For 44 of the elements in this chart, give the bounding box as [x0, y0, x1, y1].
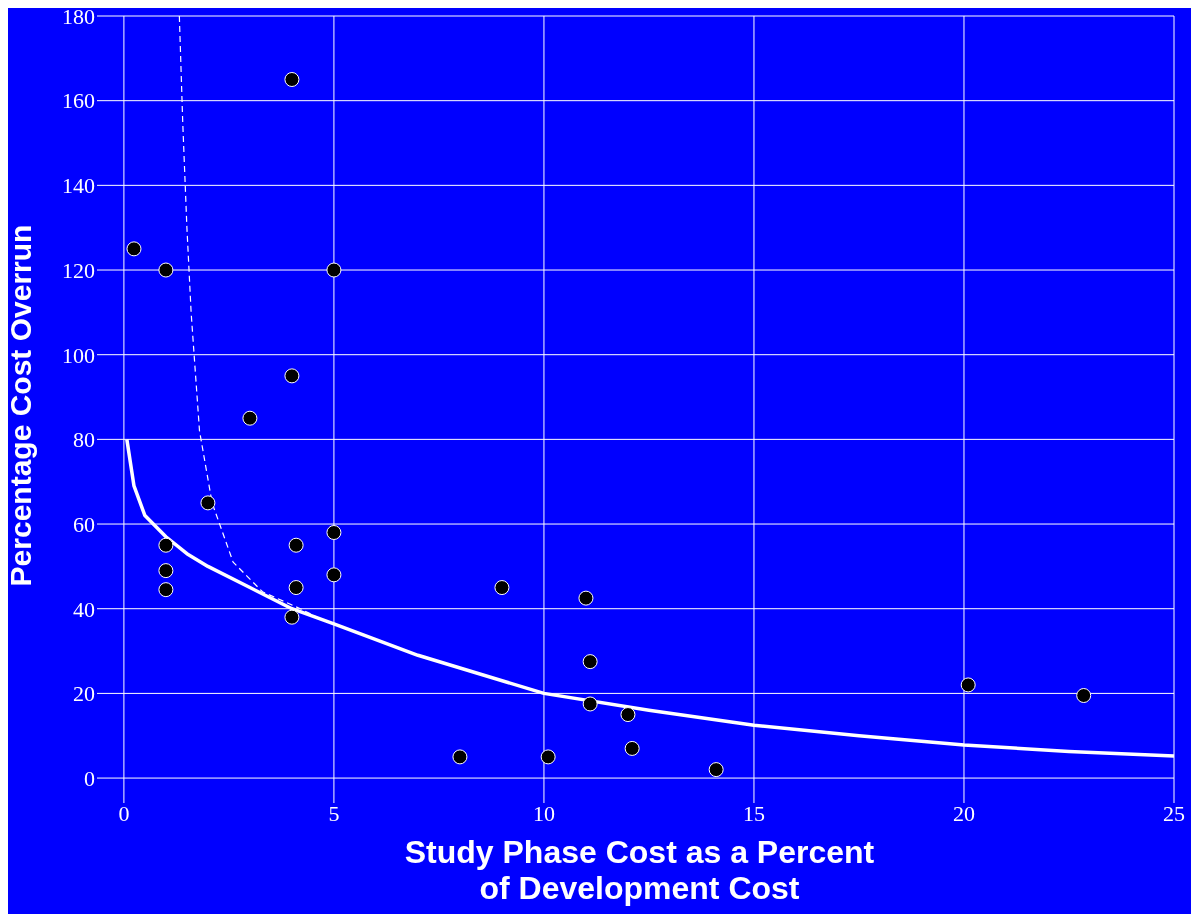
point [284, 368, 300, 384]
point [582, 696, 598, 712]
point [326, 567, 342, 583]
x-tick-label: 0 [118, 800, 130, 826]
point [284, 609, 300, 625]
x-tick-label: 20 [952, 800, 975, 826]
y-axis-title: Percentage Cost Overrun [3, 224, 37, 587]
y-tick-label: 80 [73, 427, 95, 453]
point [326, 525, 342, 541]
y-tick-label: 0 [84, 765, 95, 791]
point [708, 762, 724, 778]
y-tick-label: 100 [62, 342, 95, 368]
x-tick-label: 25 [1163, 800, 1185, 826]
point [242, 410, 258, 426]
x-tick-label: 5 [328, 800, 340, 826]
point [1076, 688, 1092, 704]
point [326, 262, 342, 278]
point [288, 537, 304, 553]
x-tick-label: 10 [532, 800, 555, 826]
y-tick-label: 140 [62, 173, 95, 199]
point [624, 740, 640, 756]
point [578, 590, 594, 606]
point [494, 580, 510, 596]
point [540, 749, 556, 765]
point [582, 654, 598, 670]
y-tick-label: 160 [62, 88, 95, 114]
point [200, 495, 216, 511]
x-tick-label: 15 [742, 800, 765, 826]
y-tick-label: 60 [73, 511, 95, 537]
point [158, 537, 174, 553]
y-tick-label: 180 [62, 3, 95, 29]
point [960, 677, 976, 693]
point [452, 749, 468, 765]
point [284, 72, 300, 88]
y-tick-label: 40 [73, 596, 95, 622]
point [620, 707, 636, 723]
point [288, 580, 304, 596]
point [158, 563, 174, 579]
x-axis-title: Study Phase Cost as a Percent of Development Cost [404, 834, 875, 906]
point [126, 241, 142, 257]
point [158, 262, 174, 278]
y-tick-label: 120 [62, 257, 95, 283]
y-tick-label: 20 [73, 681, 95, 707]
point [158, 582, 174, 598]
